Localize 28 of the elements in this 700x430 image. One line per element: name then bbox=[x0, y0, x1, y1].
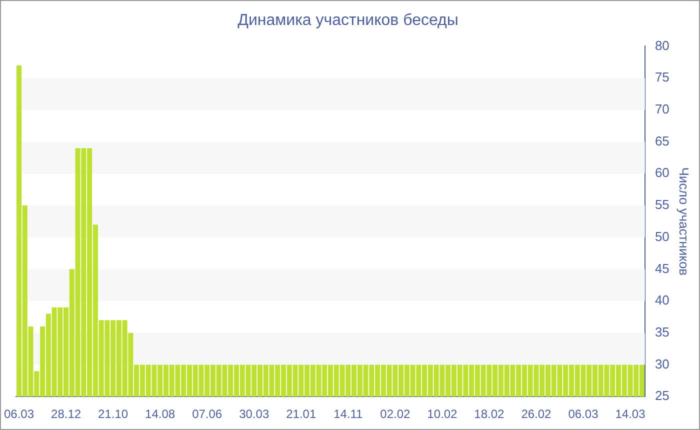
y-tick-label: 50 bbox=[654, 228, 670, 244]
y-tick-label: 70 bbox=[654, 101, 670, 116]
x-tick-label: 14.03 bbox=[615, 407, 646, 422]
x-tick-label: 26.02 bbox=[521, 407, 552, 422]
y-tick-label: 35 bbox=[654, 324, 670, 340]
x-tick-label: 21.01 bbox=[286, 407, 316, 422]
y-tick-label: 25 bbox=[654, 388, 670, 404]
y-tick-label: 45 bbox=[654, 260, 670, 276]
y-tick-label: 40 bbox=[654, 292, 670, 308]
y-tick-label: 80 bbox=[654, 38, 670, 53]
y-tick-label: 30 bbox=[654, 356, 670, 372]
x-tick-label: 18.02 bbox=[474, 407, 505, 422]
x-tick-label: 28.12 bbox=[51, 407, 82, 422]
x-tick-label: 21.10 bbox=[98, 407, 128, 422]
y-axis-title: Число участников bbox=[676, 167, 692, 276]
y-tick-label: 65 bbox=[654, 133, 670, 148]
x-tick-label: 07.06 bbox=[192, 407, 222, 422]
x-tick-label: 06.03 bbox=[4, 407, 34, 422]
y-tick-label: 75 bbox=[654, 70, 670, 85]
x-tick-label: 30.03 bbox=[239, 407, 270, 422]
x-tick-label: 14.08 bbox=[145, 407, 176, 422]
x-tick-label: 14.11 bbox=[334, 407, 364, 422]
x-tick-label: 10.02 bbox=[427, 407, 458, 422]
y-tick-label: 55 bbox=[654, 197, 670, 212]
y-tick-label: 60 bbox=[654, 165, 670, 180]
chart-title: Динамика участников беседы bbox=[238, 12, 458, 30]
x-tick-label: 06.03 bbox=[568, 407, 599, 422]
x-tick-label: 02.02 bbox=[380, 407, 410, 422]
